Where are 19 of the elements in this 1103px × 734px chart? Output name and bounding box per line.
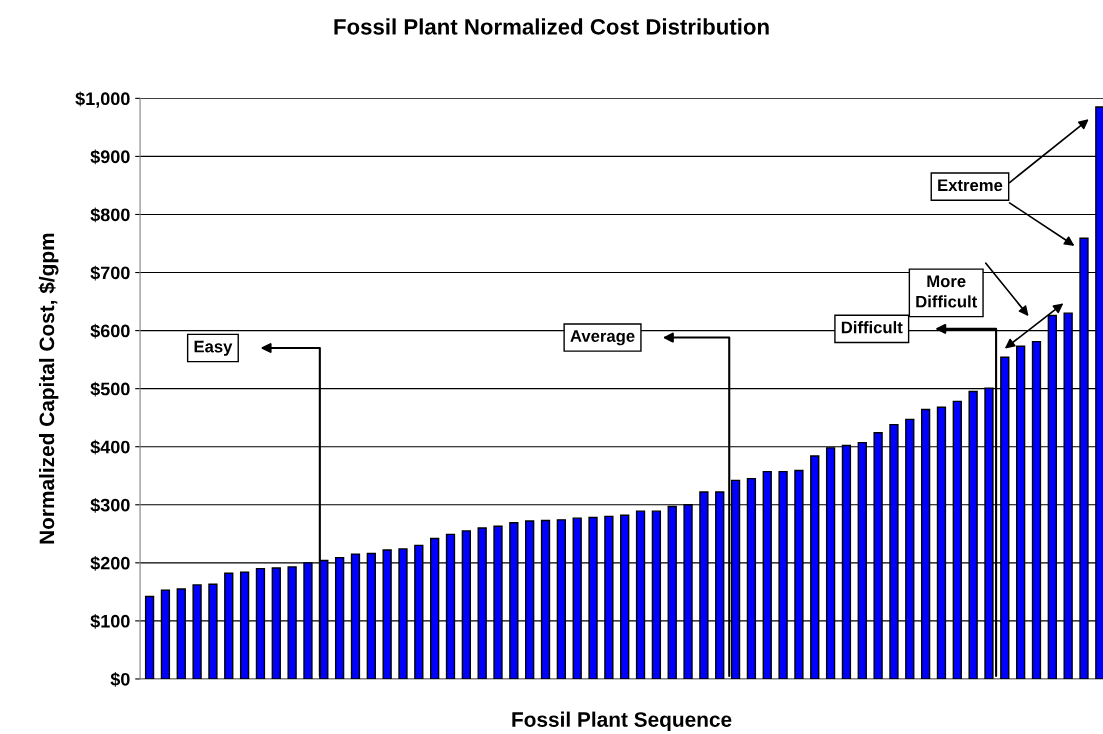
y-tick-label: $300 bbox=[90, 497, 130, 513]
y-tick-label: $200 bbox=[90, 555, 130, 571]
annotation: Difficult bbox=[841, 321, 903, 334]
y-tick-label: $600 bbox=[90, 323, 130, 339]
y-tick-label: $700 bbox=[90, 265, 130, 281]
y-tick-label: $900 bbox=[90, 149, 130, 165]
annotation: Easy bbox=[194, 340, 233, 356]
chart-title: Fossil Plant Normalized Cost Distribution bbox=[334, 18, 769, 35]
y-tick-label: $100 bbox=[90, 614, 130, 629]
y-tick-label: $800 bbox=[90, 207, 130, 223]
y-tick-label: $400 bbox=[90, 439, 130, 455]
y-tick-label: $500 bbox=[90, 381, 130, 397]
x-axis-title: Fossil Plant Sequence bbox=[512, 711, 732, 732]
annotation: More Difficult bbox=[916, 275, 978, 308]
y-axis-title: Normalized Capital Cost, $/gpm bbox=[38, 233, 59, 544]
annotation: Extreme bbox=[938, 179, 1003, 192]
annotation: Average bbox=[570, 330, 635, 346]
y-tick-label: $1,000 bbox=[75, 91, 130, 108]
y-tick-label: $0 bbox=[110, 672, 130, 687]
